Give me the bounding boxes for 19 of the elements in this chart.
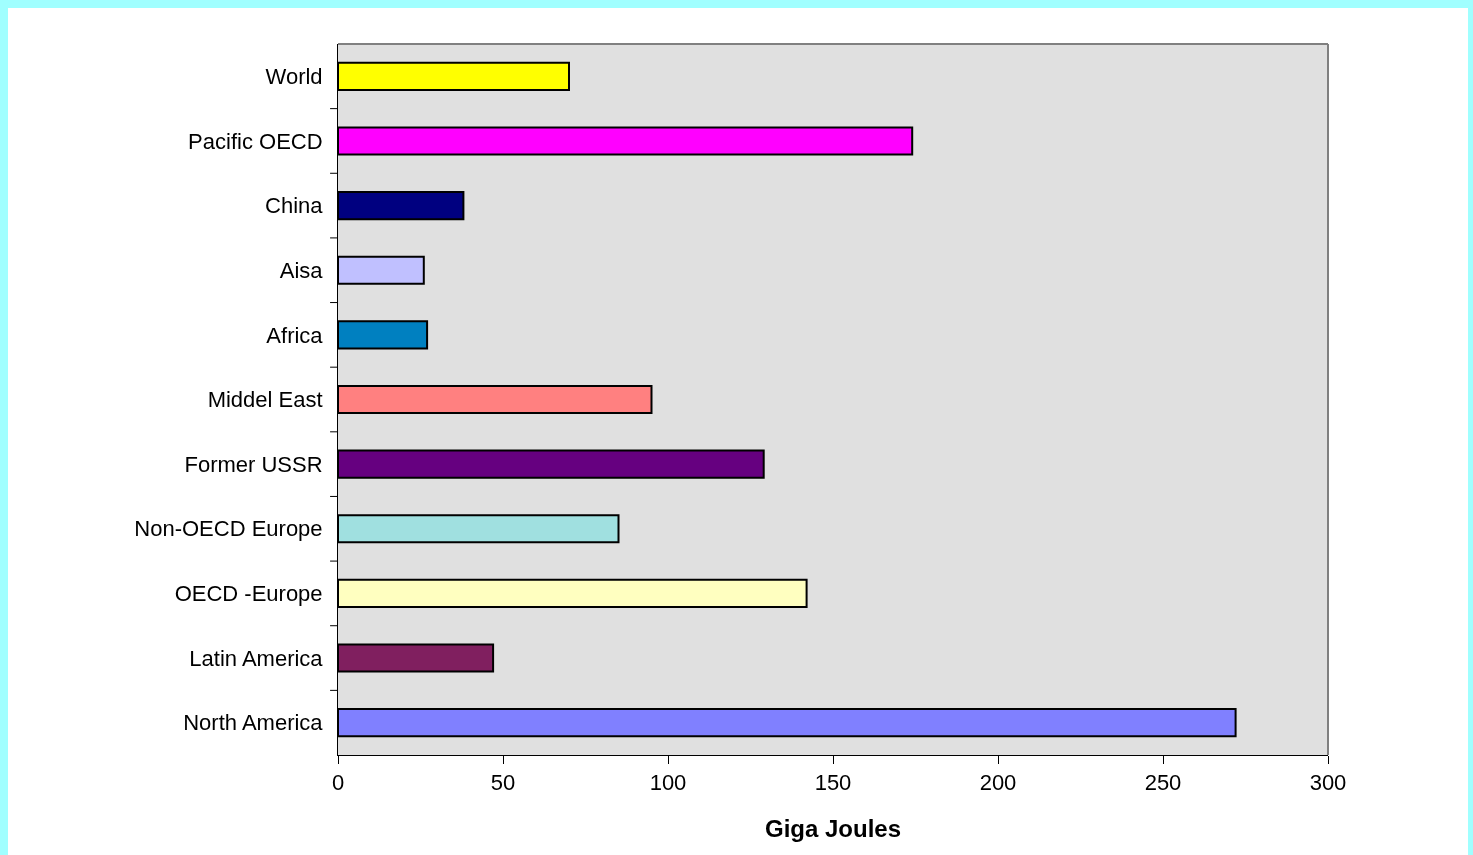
x-tick-label: 0 xyxy=(331,770,345,796)
y-tick-label: North America xyxy=(183,710,324,736)
x-tick-label: 300 xyxy=(1309,770,1347,796)
y-tick-label: Former USSR xyxy=(184,451,323,477)
x-tick-label: 50 xyxy=(490,770,516,796)
x-tick-label: 100 xyxy=(649,770,687,796)
y-tick-label: China xyxy=(265,193,324,219)
y-tick-label: Africa xyxy=(266,322,324,348)
y-tick-label: Middel East xyxy=(207,387,323,413)
y-tick-label: OECD -Europe xyxy=(174,581,323,607)
x-tick-label: 250 xyxy=(1144,770,1182,796)
x-tick-label: 150 xyxy=(814,770,852,796)
x-tick-label: 200 xyxy=(979,770,1017,796)
y-tick-label: Latin America xyxy=(189,645,324,671)
y-tick-label: Non-OECD Europe xyxy=(134,516,323,542)
y-tick-label: World xyxy=(265,64,323,90)
x-axis-title: Giga Joules xyxy=(764,814,902,842)
y-tick-label: Pacific OECD xyxy=(188,128,323,154)
y-tick-label: Aisa xyxy=(279,257,324,283)
